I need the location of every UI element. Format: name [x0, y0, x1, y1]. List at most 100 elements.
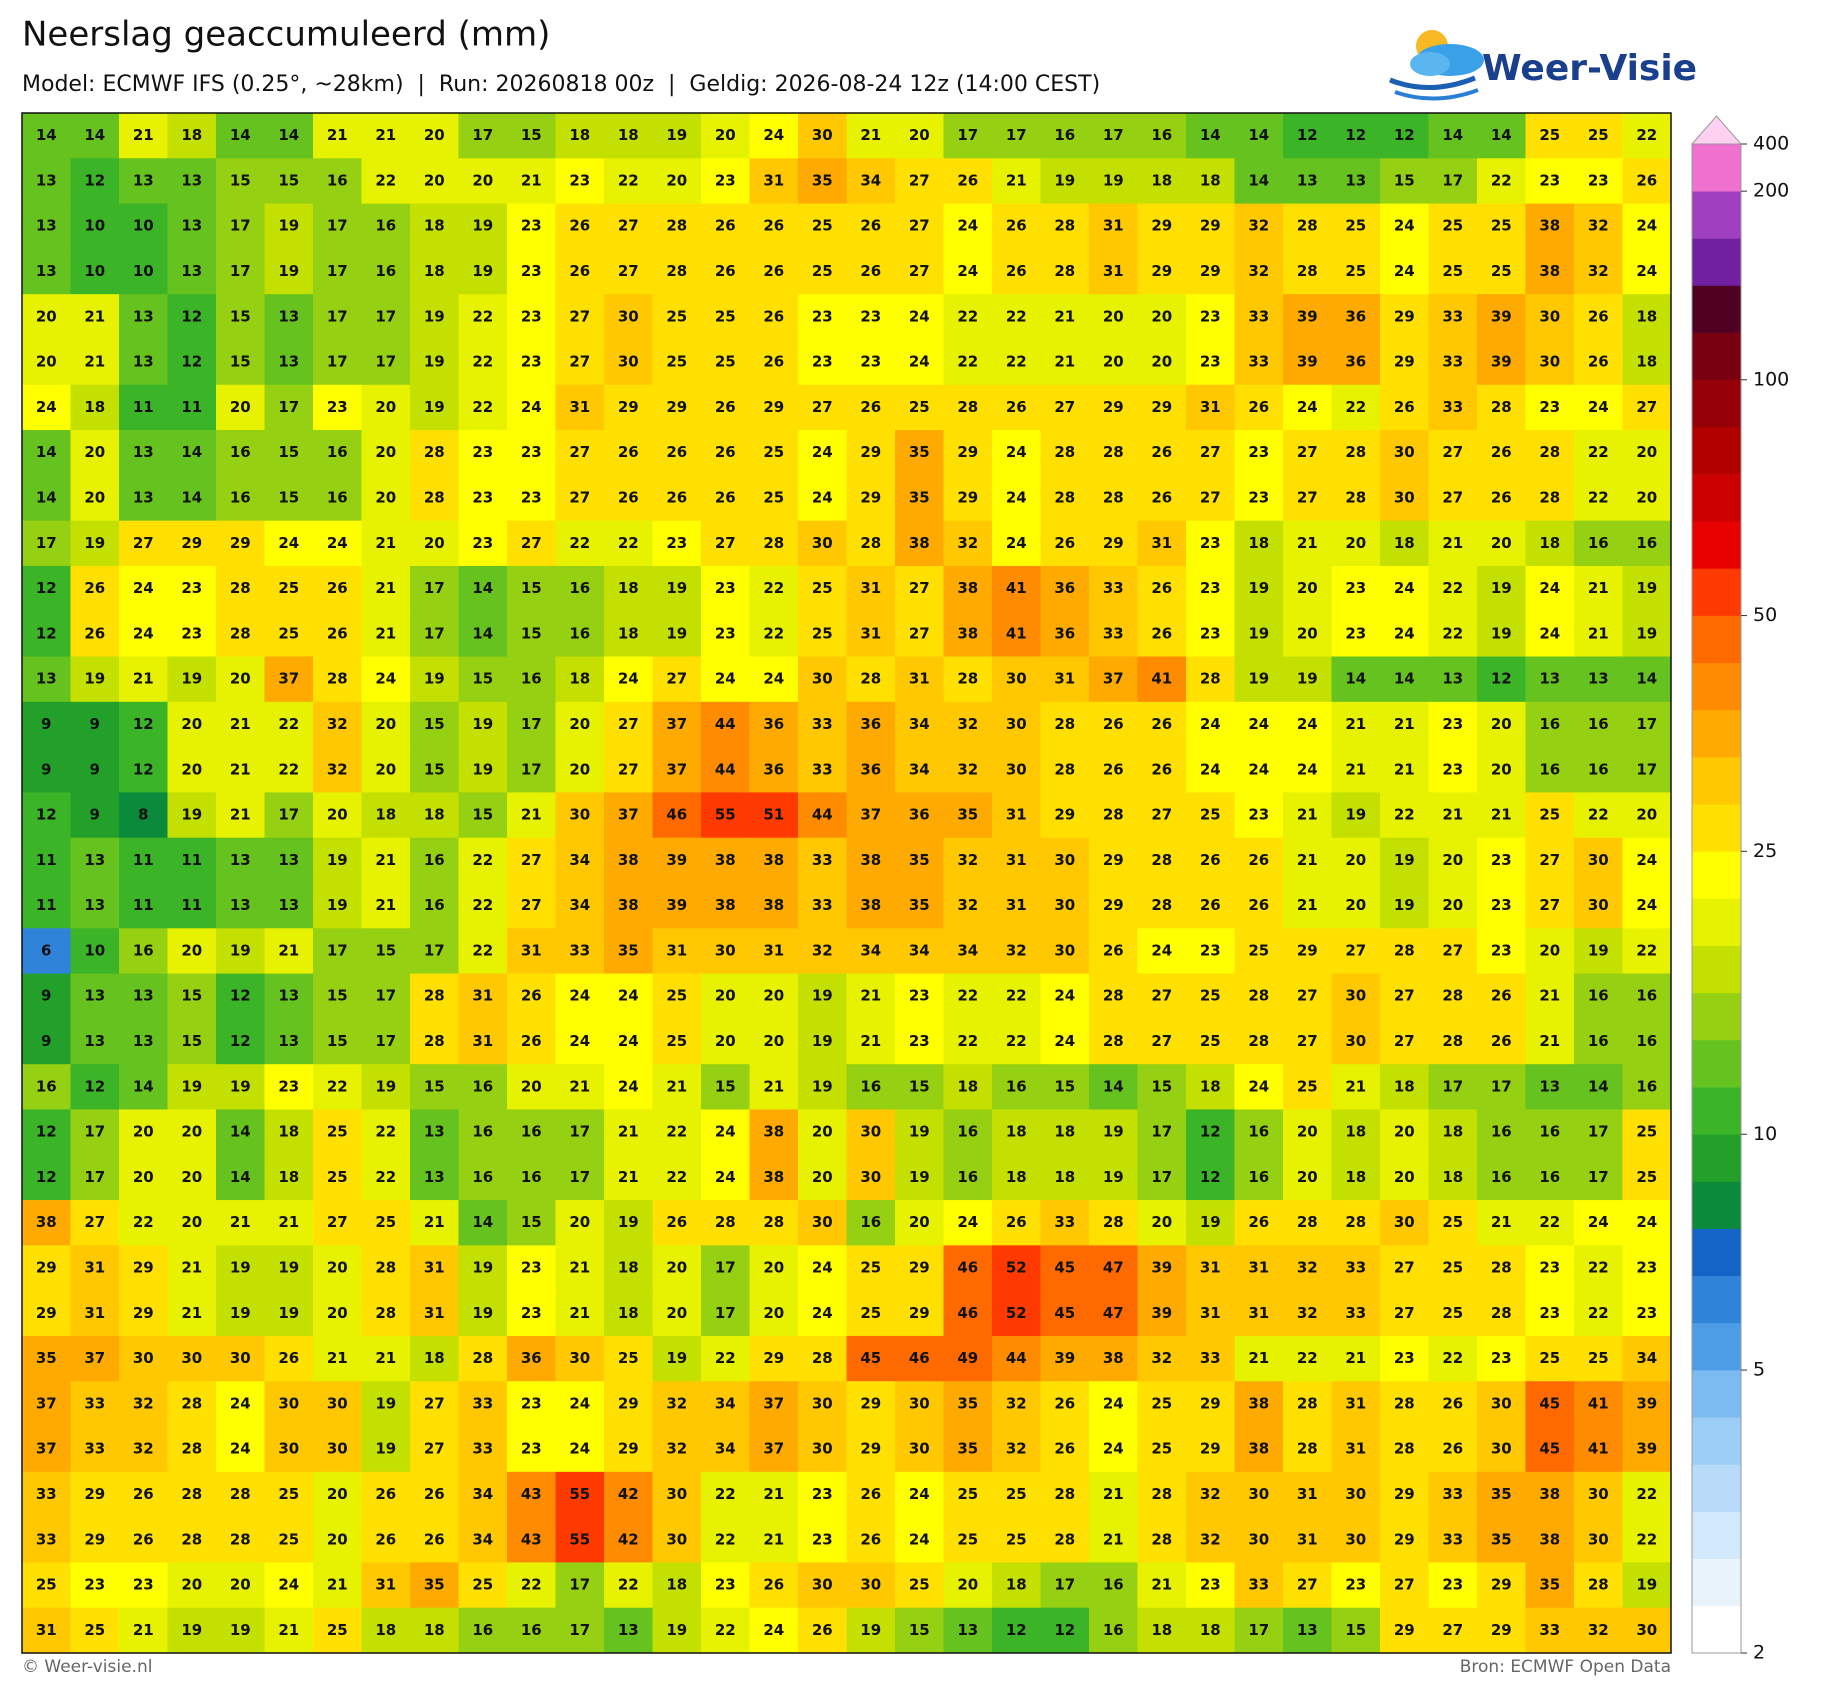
precip-cell — [943, 701, 993, 748]
colorbar-band — [1692, 804, 1741, 852]
precip-cell — [264, 1426, 314, 1473]
precip-value: 35 — [909, 489, 930, 507]
precip-value: 27 — [715, 534, 736, 552]
precip-value: 38 — [860, 851, 881, 869]
precip-value: 16 — [1151, 126, 1172, 144]
precip-cell — [992, 248, 1041, 295]
precip-cell — [652, 1154, 702, 1201]
precip-value: 22 — [1539, 1213, 1560, 1231]
precip-value: 19 — [812, 1032, 833, 1050]
precip-value: 23 — [521, 353, 542, 371]
precip-cell — [70, 701, 120, 748]
precip-value: 28 — [1297, 262, 1318, 280]
precip-cell — [264, 1562, 314, 1609]
precip-cell — [992, 883, 1041, 929]
precip-cell — [313, 611, 362, 658]
precip-value: 22 — [472, 941, 493, 959]
precip-cell — [1186, 1018, 1235, 1065]
precip-cell — [313, 475, 362, 522]
precip-value: 38 — [1539, 1530, 1560, 1548]
precip-value: 41 — [1006, 624, 1027, 642]
precip-value: 14 — [472, 579, 493, 597]
precip-cell — [1186, 384, 1235, 431]
precip-cell — [1040, 1426, 1090, 1473]
precip-value: 13 — [957, 1621, 978, 1639]
precip-cell — [70, 1018, 120, 1065]
precip-value: 39 — [1636, 1440, 1657, 1458]
colorbar-band — [1692, 615, 1741, 664]
precip-cell — [1574, 1109, 1623, 1156]
precip-cell — [846, 1109, 896, 1156]
precip-value: 30 — [327, 1440, 348, 1458]
precip-cell — [119, 248, 168, 295]
precip-value: 20 — [375, 715, 396, 733]
precip-cell — [1234, 1200, 1284, 1246]
precip-cell — [1283, 1607, 1332, 1654]
precip-cell — [652, 1200, 702, 1246]
precip-cell — [216, 203, 265, 250]
precip-cell — [264, 158, 314, 205]
precip-cell — [943, 430, 993, 476]
precip-cell — [1477, 701, 1526, 748]
precip-cell — [749, 1109, 799, 1156]
precip-cell — [1137, 883, 1187, 929]
precip-value: 20 — [181, 1168, 202, 1186]
precip-value: 38 — [909, 534, 930, 552]
precip-value: 32 — [1006, 1394, 1027, 1412]
precip-cell — [507, 113, 556, 159]
precip-value: 18 — [181, 126, 202, 144]
precip-value: 21 — [181, 1259, 202, 1277]
precip-value: 52 — [1006, 1259, 1027, 1277]
precip-cell — [1428, 1109, 1478, 1156]
colorbar-band — [1692, 238, 1741, 286]
precip-value: 24 — [1054, 987, 1075, 1005]
precip-cell — [458, 565, 508, 612]
precip-value: 29 — [957, 443, 978, 461]
precip-cell — [1477, 384, 1526, 431]
precip-cell — [313, 339, 362, 386]
precip-cell — [1525, 565, 1575, 612]
precip-value: 31 — [424, 1259, 445, 1277]
precip-cell — [313, 113, 362, 159]
precip-value: 24 — [909, 307, 930, 325]
precip-value: 11 — [36, 851, 57, 869]
precip-cell — [1283, 475, 1332, 522]
precip-cell — [1428, 611, 1478, 658]
precip-cell — [992, 1607, 1041, 1654]
precip-cell — [1283, 1200, 1332, 1246]
precip-cell — [652, 1517, 702, 1563]
precip-cell — [604, 565, 653, 612]
precip-value: 39 — [1151, 1259, 1172, 1277]
precip-value: 17 — [278, 806, 299, 824]
precip-value: 24 — [715, 670, 736, 688]
precip-value: 23 — [1588, 171, 1609, 189]
precip-value: 24 — [715, 1123, 736, 1141]
precip-value: 21 — [230, 1213, 251, 1231]
precip-value: 17 — [375, 353, 396, 371]
precip-value: 37 — [860, 806, 881, 824]
precip-cell — [167, 384, 217, 431]
precip-cell — [555, 1426, 605, 1473]
precip-cell — [1574, 1607, 1623, 1654]
precip-value: 18 — [1394, 534, 1415, 552]
precip-cell — [992, 339, 1041, 386]
precip-value: 18 — [424, 217, 445, 235]
precip-value: 12 — [36, 1123, 57, 1141]
precip-cell — [701, 1381, 750, 1428]
precip-value: 26 — [521, 1032, 542, 1050]
precip-cell — [992, 1245, 1041, 1292]
precip-value: 39 — [1151, 1304, 1172, 1322]
precip-value: 19 — [909, 1168, 930, 1186]
precip-cell — [1186, 1109, 1235, 1156]
precip-value: 30 — [1345, 987, 1366, 1005]
precip-cell — [1040, 837, 1090, 884]
precip-cell — [313, 1200, 362, 1246]
precip-value: 14 — [1491, 126, 1512, 144]
precip-cell — [1186, 475, 1235, 522]
precip-cell — [652, 1426, 702, 1473]
precip-value: 18 — [424, 262, 445, 280]
precip-cell — [507, 565, 556, 612]
footer-right: Bron: ECMWF Open Data — [1460, 1657, 1671, 1677]
precip-value: 31 — [909, 670, 930, 688]
precip-cell — [264, 1245, 314, 1292]
